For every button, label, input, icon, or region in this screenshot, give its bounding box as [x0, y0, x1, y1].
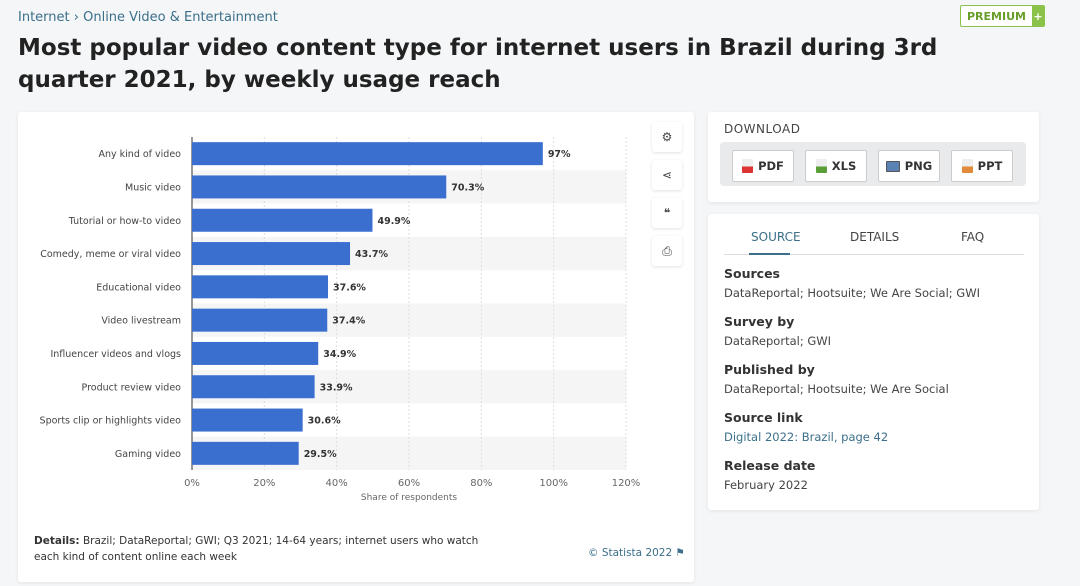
value-label: 30.6%	[308, 416, 341, 427]
value-label: 49.9%	[377, 216, 410, 227]
bar	[192, 142, 543, 166]
bar	[192, 308, 328, 332]
breadcrumb: Internet › Online Video & Entertainment	[18, 10, 278, 25]
print-icon: ⎙	[662, 243, 672, 258]
x-tick-label: 120%	[612, 478, 641, 489]
pdf-label: PDF	[758, 159, 784, 173]
source-link[interactable]: Digital 2022: Brazil, page 42	[724, 430, 889, 444]
chart-card: 0% 20% 40% 60% 80% 100% 120% Share of responden…	[18, 112, 694, 582]
quote-icon: ❝	[663, 206, 671, 220]
download-ppt-button[interactable]: PPT	[951, 150, 1013, 182]
bar	[192, 275, 328, 299]
published-by-label: Published by	[724, 362, 815, 377]
details-label: Details:	[34, 535, 80, 547]
survey-by-value: DataReportal; GWI	[724, 334, 832, 348]
sources-label: Sources	[724, 266, 780, 281]
xls-file-icon	[815, 159, 827, 173]
ppt-file-icon	[961, 159, 973, 173]
source-link-label: Source link	[724, 410, 803, 425]
download-png-button[interactable]: PNG	[878, 150, 940, 182]
category-label: Tutorial or how-to video	[68, 216, 181, 227]
breadcrumb-online-video[interactable]: Online Video & Entertainment	[83, 10, 278, 25]
x-tick-label: 20%	[253, 478, 275, 489]
share-button[interactable]: ⋖	[652, 160, 682, 190]
x-tick-label: 40%	[326, 478, 348, 489]
sources-value: DataReportal; Hootsuite; We Are Social; …	[724, 286, 980, 300]
category-label: Video livestream	[101, 316, 181, 327]
settings-button[interactable]: ⚙	[652, 122, 682, 152]
category-label: Sports clip or highlights video	[40, 416, 182, 427]
tab-details[interactable]: DETAILS	[850, 230, 900, 244]
flag-icon: ⚑	[675, 547, 685, 559]
chart-details: Details: Brazil; DataReportal; GWI; Q3 2…	[34, 533, 504, 565]
value-label: 33.9%	[320, 382, 353, 393]
breadcrumb-separator: ›	[73, 10, 79, 25]
source-panel: SOURCE DETAILS FAQ Sources DataReportal;…	[708, 214, 1039, 510]
value-label: 29.5%	[304, 449, 337, 460]
tab-divider	[724, 254, 1024, 255]
x-axis-label: Share of respondents	[361, 493, 458, 503]
value-label: 34.9%	[323, 349, 356, 360]
x-tick-label: 80%	[470, 478, 492, 489]
bar	[192, 441, 299, 465]
category-label: Comedy, meme or viral video	[40, 249, 181, 260]
value-label: 43.7%	[355, 249, 388, 260]
tab-faq[interactable]: FAQ	[961, 230, 985, 244]
download-pdf-button[interactable]: PDF	[732, 150, 794, 182]
premium-badge[interactable]: PREMIUM +	[960, 5, 1045, 27]
category-label: Influencer videos and vlogs	[50, 349, 181, 360]
category-label: Any kind of video	[99, 149, 182, 160]
copyright-text: © Statista 2022	[588, 547, 673, 559]
x-tick-label: 0%	[184, 478, 200, 489]
survey-by-label: Survey by	[724, 314, 795, 329]
cite-button[interactable]: ❝	[652, 198, 682, 228]
plus-icon: +	[1031, 6, 1044, 26]
png-label: PNG	[904, 159, 933, 173]
release-date-label: Release date	[724, 458, 816, 473]
gear-icon: ⚙	[661, 130, 673, 144]
category-label: Product review video	[82, 382, 182, 393]
bar	[192, 175, 447, 199]
value-label: 97%	[548, 149, 571, 160]
category-label: Music video	[125, 182, 181, 193]
category-label: Gaming video	[115, 449, 181, 460]
bar-chart: 0% 20% 40% 60% 80% 100% 120% Share of responden…	[40, 137, 641, 503]
x-tick-label: 60%	[398, 478, 420, 489]
page-title: Most popular video content type for inte…	[18, 35, 938, 93]
print-button[interactable]: ⎙	[652, 236, 682, 266]
active-tab-indicator	[749, 253, 790, 255]
published-by-value: DataReportal; Hootsuite; We Are Social	[724, 382, 949, 396]
category-label: Educational video	[96, 282, 181, 293]
pdf-file-icon	[742, 159, 754, 173]
bar	[192, 208, 373, 232]
x-tick-label: 100%	[539, 478, 568, 489]
value-label: 37.6%	[333, 282, 366, 293]
value-label: 37.4%	[332, 316, 365, 327]
bar	[192, 375, 315, 399]
bar	[192, 242, 351, 266]
share-icon: ⋖	[661, 168, 673, 182]
copyright[interactable]: © Statista 2022 ⚑	[588, 547, 685, 559]
premium-label: PREMIUM	[967, 9, 1026, 23]
details-text: Brazil; DataReportal; GWI; Q3 2021; 14-6…	[34, 535, 479, 563]
download-panel: DOWNLOAD PDF XLS PNG PPT	[708, 112, 1039, 202]
xls-label: XLS	[831, 159, 857, 173]
value-label: 70.3%	[451, 182, 484, 193]
bar	[192, 341, 319, 365]
breadcrumb-internet[interactable]: Internet	[18, 10, 70, 25]
release-date-value: February 2022	[724, 478, 808, 492]
bar	[192, 408, 303, 432]
tab-source[interactable]: SOURCE	[751, 230, 801, 244]
download-title: DOWNLOAD	[724, 122, 801, 136]
png-image-icon	[885, 160, 900, 172]
ppt-label: PPT	[977, 159, 1003, 173]
download-xls-button[interactable]: XLS	[805, 150, 867, 182]
